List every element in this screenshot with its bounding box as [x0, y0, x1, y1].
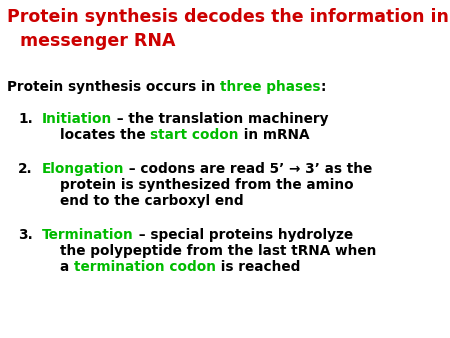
Text: 2.: 2. — [18, 162, 32, 176]
Text: end to the carboxyl end: end to the carboxyl end — [60, 194, 243, 208]
Text: 1.: 1. — [18, 112, 33, 126]
Text: Protein synthesis occurs in: Protein synthesis occurs in — [7, 80, 220, 94]
Text: locates the: locates the — [60, 128, 150, 142]
Text: protein is synthesized from the amino: protein is synthesized from the amino — [60, 178, 354, 192]
Text: – special proteins hydrolyze: – special proteins hydrolyze — [134, 228, 353, 242]
Text: Elongation: Elongation — [42, 162, 125, 176]
Text: Termination: Termination — [42, 228, 134, 242]
Text: 3.: 3. — [18, 228, 33, 242]
Text: – codons are read 5’ → 3’ as the: – codons are read 5’ → 3’ as the — [125, 162, 373, 176]
Text: is reached: is reached — [216, 260, 301, 274]
Text: start codon: start codon — [150, 128, 239, 142]
Text: Protein synthesis decodes the information in: Protein synthesis decodes the informatio… — [7, 8, 449, 26]
Text: termination codon: termination codon — [74, 260, 216, 274]
Text: messenger RNA: messenger RNA — [20, 32, 176, 50]
Text: :: : — [320, 80, 326, 94]
Text: Initiation: Initiation — [42, 112, 112, 126]
Text: in mRNA: in mRNA — [239, 128, 310, 142]
Text: three phases: three phases — [220, 80, 320, 94]
Text: – the translation machinery: – the translation machinery — [112, 112, 329, 126]
Text: a: a — [60, 260, 74, 274]
Text: the polypeptide from the last tRNA when: the polypeptide from the last tRNA when — [60, 244, 376, 258]
